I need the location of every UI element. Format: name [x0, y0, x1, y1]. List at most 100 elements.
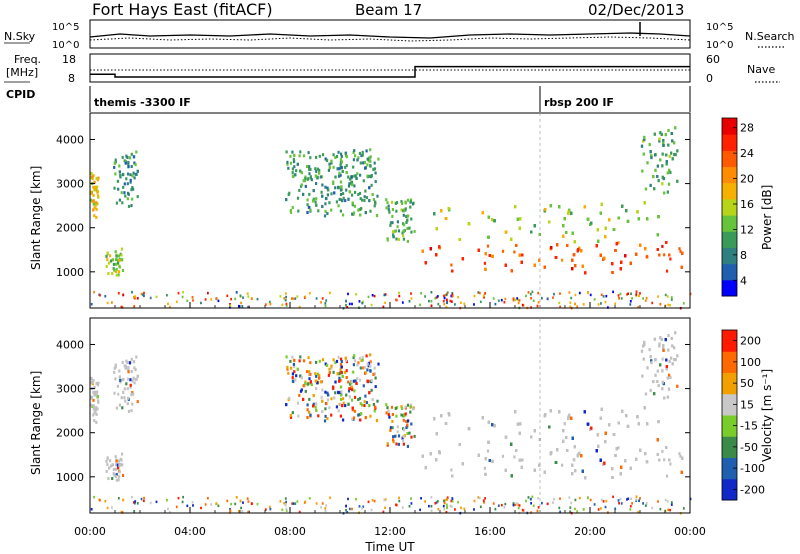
power-ytick-label: 2000	[56, 222, 84, 235]
velocity-cell	[293, 370, 296, 374]
velocity-cell	[483, 466, 486, 470]
velocity-cell	[589, 498, 592, 502]
velocity-cell	[554, 461, 558, 464]
power-cell	[352, 165, 355, 169]
velocity-cell	[669, 375, 672, 379]
power-cell	[667, 303, 670, 307]
power-cell	[643, 138, 646, 142]
power-cell	[321, 194, 324, 198]
velocity-cell	[406, 403, 410, 407]
velocity-cell	[402, 434, 405, 438]
noise-sky-line	[89, 32, 691, 39]
velocity-cell	[413, 434, 416, 438]
power-cell	[295, 169, 298, 173]
power-cell	[401, 202, 404, 205]
noise-left-tick-bottom: 10^0	[52, 40, 79, 51]
power-cell	[450, 263, 453, 267]
power-cell	[92, 202, 95, 206]
velocity-cell	[112, 467, 115, 471]
velocity-cell	[293, 358, 296, 362]
power-cell	[368, 174, 371, 178]
velocity-cell	[91, 380, 94, 384]
power-cell	[668, 253, 671, 257]
power-cell	[671, 157, 674, 161]
power-cell	[250, 297, 253, 300]
power-cell	[630, 292, 632, 295]
power-cell	[124, 160, 127, 163]
velocity-cell	[115, 406, 118, 410]
power-cell	[368, 199, 371, 203]
velocity-cell	[297, 414, 300, 418]
power-cell	[663, 191, 666, 195]
power-cell	[615, 242, 618, 246]
velocity-cell	[294, 502, 297, 505]
power-cell	[345, 188, 348, 192]
velocity-cell	[133, 381, 136, 385]
power-cell	[359, 197, 362, 201]
velocity-cell	[516, 422, 520, 426]
velocity-cell	[652, 380, 655, 384]
velocity-cell	[247, 510, 250, 514]
velocity-cell	[348, 382, 352, 386]
velocity-cell	[676, 384, 679, 388]
power-cell	[330, 208, 333, 212]
power-cell	[340, 155, 343, 158]
power-colorbar-swatch	[722, 263, 737, 281]
velocity-cell	[409, 403, 413, 407]
power-cell	[394, 201, 397, 205]
velocity-cell	[288, 396, 291, 400]
power-cell	[191, 296, 194, 299]
power-cell	[118, 265, 121, 269]
power-cell	[670, 298, 673, 301]
velocity-cell	[287, 371, 290, 375]
power-cell	[574, 302, 576, 306]
power-cell	[656, 175, 659, 178]
velocity-cell	[339, 368, 342, 372]
velocity-cell	[314, 379, 317, 383]
power-cell	[192, 299, 194, 302]
velocity-cell	[371, 398, 374, 401]
power-cell	[344, 165, 347, 169]
power-cell	[398, 291, 400, 295]
power-cell	[530, 230, 533, 234]
power-cell	[350, 175, 353, 179]
power-cell	[204, 298, 207, 301]
velocity-cell	[620, 465, 623, 469]
velocity-colorbar-tick: -100	[740, 462, 765, 475]
velocity-cell	[658, 342, 661, 346]
velocity-cell	[359, 366, 362, 370]
power-cell	[451, 295, 454, 298]
power-cell	[114, 270, 118, 273]
cpid-segment-label: rbsp 200 IF	[544, 96, 614, 109]
velocity-cell	[284, 497, 287, 500]
velocity-cell	[494, 507, 497, 511]
velocity-cell	[436, 500, 439, 503]
velocity-cell	[372, 372, 375, 376]
power-cell	[435, 227, 438, 231]
velocity-cell	[353, 389, 356, 393]
power-cell	[121, 155, 124, 159]
velocity-cell	[344, 356, 347, 360]
power-cell	[402, 237, 405, 241]
velocity-cell	[553, 497, 555, 501]
velocity-cell	[93, 419, 96, 423]
power-cell	[491, 254, 494, 258]
power-cell	[300, 171, 303, 175]
velocity-cell	[363, 404, 366, 407]
velocity-cell	[226, 499, 229, 503]
velocity-cell	[242, 501, 244, 504]
power-cell	[651, 301, 654, 305]
velocity-cell	[361, 403, 364, 407]
velocity-cell	[361, 355, 364, 359]
power-cell	[627, 292, 630, 295]
power-cell	[604, 226, 607, 230]
velocity-cell	[604, 505, 607, 509]
power-cell	[437, 302, 440, 306]
velocity-cell	[229, 511, 231, 514]
velocity-cell	[124, 399, 127, 403]
velocity-cell	[664, 338, 667, 342]
power-cell	[149, 296, 152, 300]
power-cell	[130, 188, 133, 192]
cpid-segments: themis -3300 IF rbsp 200 IF	[94, 86, 614, 112]
velocity-cell	[571, 463, 574, 467]
